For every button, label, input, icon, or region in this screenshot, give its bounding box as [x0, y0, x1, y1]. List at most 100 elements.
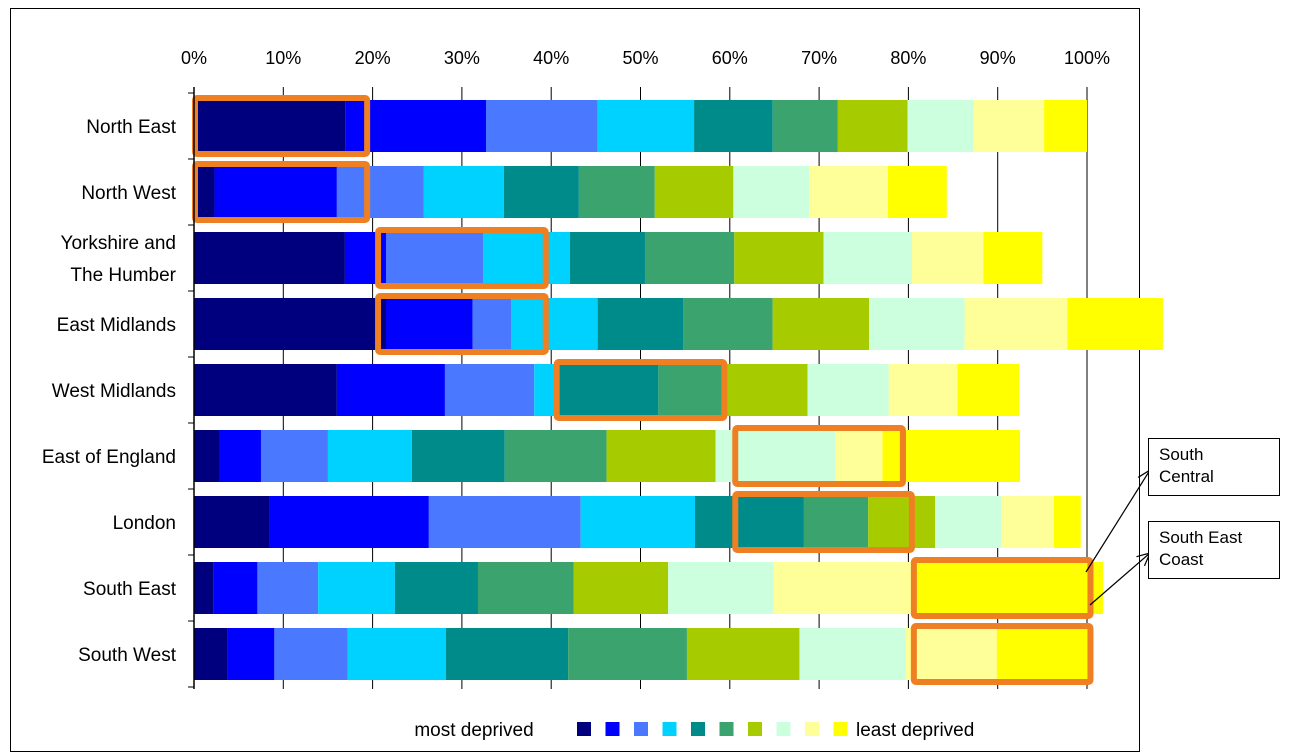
bar-segment — [194, 364, 337, 416]
bar-segment — [733, 166, 810, 218]
bar-segment — [534, 364, 557, 416]
callout-line2: Central — [1159, 467, 1214, 486]
x-tick-label: 100% — [1064, 48, 1110, 68]
category-label: South East — [83, 579, 177, 600]
bar-segment — [578, 166, 655, 218]
x-tick-label: 80% — [890, 48, 926, 68]
bar-segment — [683, 298, 773, 350]
bar-segment — [869, 298, 965, 350]
x-tick-label: 50% — [622, 48, 658, 68]
bars-layer — [194, 100, 1163, 680]
bar-segment — [569, 232, 645, 284]
bar-segment — [428, 496, 581, 548]
x-tick-label: 90% — [980, 48, 1016, 68]
callout-arrow — [1085, 469, 1151, 573]
bar-segment — [503, 166, 579, 218]
x-tick-label: 30% — [444, 48, 480, 68]
bar-segment — [823, 232, 912, 284]
bar-segment — [394, 562, 478, 614]
bar-segment — [445, 628, 569, 680]
bar-segment — [477, 562, 574, 614]
labels-layer: North East North West Yorkshire and The Hum… — [42, 117, 177, 666]
category-label: The Humber — [70, 265, 176, 286]
bar-segment — [483, 232, 570, 284]
bar-segment — [269, 496, 429, 548]
bar-segment — [606, 430, 716, 482]
bar-segment — [694, 496, 804, 548]
bar-segment — [905, 628, 997, 680]
legend-swatch — [833, 722, 848, 736]
category-label: West Midlands — [52, 381, 176, 402]
legend-label-most-deprived: most deprived — [414, 720, 533, 741]
bar-segment — [835, 430, 883, 482]
bar-segment — [504, 430, 607, 482]
bar-segment — [964, 298, 1068, 350]
bar-segment — [472, 298, 512, 350]
x-tick-label: 20% — [355, 48, 391, 68]
callout-arrow — [1089, 552, 1151, 606]
axis-layer: 0% 10% 20% 30% 40% 50% 60% 70% 80% 90% 100% — [181, 48, 1110, 689]
bar-segment — [194, 232, 345, 284]
bar-segment — [260, 430, 328, 482]
x-tick-label: 10% — [265, 48, 301, 68]
legend-swatch — [748, 722, 762, 736]
highlight-box — [375, 293, 549, 355]
bar-segment — [227, 628, 275, 680]
bar-segment — [1044, 100, 1087, 152]
bar-segment — [219, 430, 261, 482]
legend-swatch — [662, 722, 677, 736]
bar-segment — [194, 628, 228, 680]
bar-segment — [911, 562, 1104, 614]
bar-segment — [996, 628, 1088, 680]
bar-segment — [385, 298, 473, 350]
bar-segment — [486, 100, 598, 152]
bar-segment — [973, 100, 1045, 152]
bar-segment — [935, 496, 1002, 548]
bar-segment — [668, 562, 774, 614]
highlight-layer — [192, 95, 1094, 685]
legend-swatch — [805, 722, 819, 736]
highlight-box — [732, 425, 906, 487]
legend-swatch — [691, 722, 705, 736]
bar-segment — [318, 562, 395, 614]
bar-segment — [194, 496, 270, 548]
highlight-box — [192, 95, 371, 157]
bar-segment — [957, 364, 1020, 416]
bar-segment — [580, 496, 695, 548]
bar-segment — [803, 496, 869, 548]
bar-segment — [336, 166, 424, 218]
highlight-box — [910, 623, 1094, 685]
bar-segment — [336, 364, 445, 416]
legend-swatch — [776, 722, 791, 736]
legend-swatch — [605, 722, 620, 736]
legend-label-least-deprived: least deprived — [856, 720, 974, 741]
category-label: South West — [78, 645, 177, 666]
bar-segment — [194, 430, 220, 482]
bar-segment — [686, 628, 800, 680]
bar-segment — [194, 166, 215, 218]
bar-segment — [423, 166, 504, 218]
bar-segment — [809, 166, 888, 218]
bar-segment — [511, 298, 598, 350]
bar-segment — [734, 232, 824, 284]
legend-swatch — [634, 722, 648, 736]
bar-segment — [773, 562, 912, 614]
bar-segment — [327, 430, 412, 482]
category-label: East of England — [42, 447, 176, 468]
bar-segment — [868, 496, 936, 548]
callout-line1: South — [1159, 445, 1204, 464]
bar-segment — [837, 100, 908, 152]
bar-segment — [597, 100, 695, 152]
bar-segment — [772, 298, 870, 350]
bar-segment — [983, 232, 1043, 284]
category-label: North East — [86, 117, 176, 138]
bar-segment — [887, 166, 947, 218]
bar-segment — [385, 232, 484, 284]
category-label: East Midlands — [57, 315, 176, 336]
bar-segment — [658, 364, 726, 416]
category-label: North West — [81, 183, 176, 204]
x-tick-label: 0% — [181, 48, 207, 68]
bar-segment — [1053, 496, 1081, 548]
bar-segment — [257, 562, 319, 614]
